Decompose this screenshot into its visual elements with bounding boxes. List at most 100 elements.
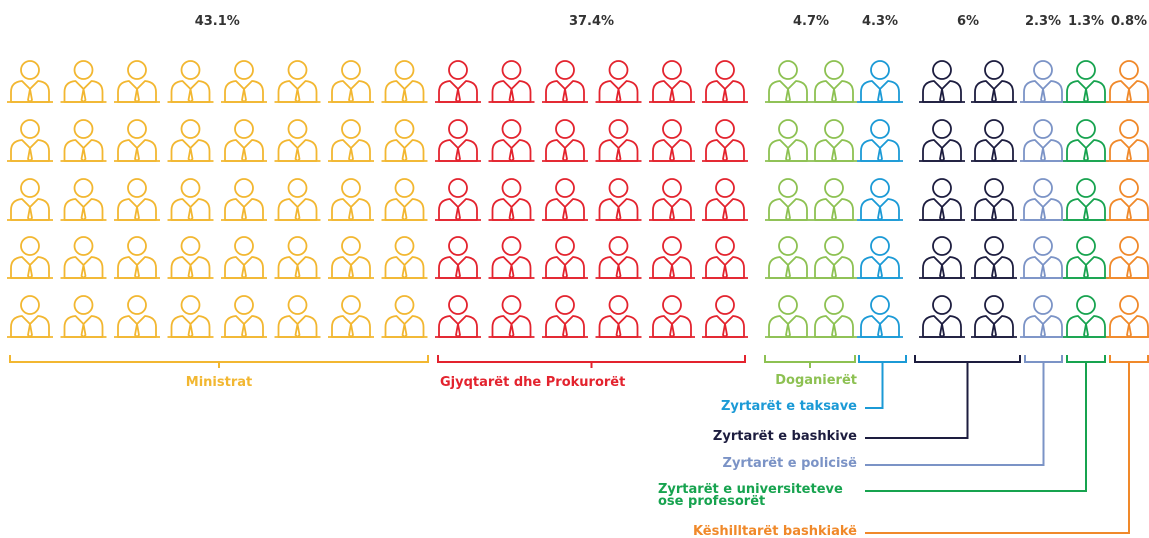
icon-tie	[669, 88, 675, 103]
icon-tie	[27, 206, 33, 221]
icon-body	[1066, 198, 1106, 221]
icon	[1020, 178, 1066, 221]
icon-head	[870, 119, 890, 139]
icon-head	[1033, 60, 1053, 80]
category-label: Zyrtarët e universiteteve ose profesorët	[658, 482, 843, 509]
icon-head	[394, 60, 415, 80]
icon-body	[768, 256, 808, 279]
icon-tie	[785, 88, 791, 103]
icon	[1063, 119, 1109, 162]
icon-head	[1119, 119, 1139, 139]
bracket	[9, 355, 429, 368]
icon	[488, 119, 535, 162]
icon-head	[778, 119, 798, 139]
icon-body	[974, 198, 1014, 221]
icon-tie	[939, 264, 945, 279]
icon-body	[598, 139, 639, 162]
icon-body	[117, 256, 157, 279]
icon-tie	[134, 147, 140, 162]
icon-head	[73, 60, 94, 80]
icon	[221, 60, 267, 103]
icon-head	[870, 178, 890, 198]
icon-head	[448, 178, 468, 198]
icon-head	[234, 60, 254, 80]
icon-body	[1109, 80, 1149, 103]
icon-head	[662, 60, 682, 80]
icon	[649, 119, 695, 162]
icon-body	[814, 139, 854, 162]
icon	[919, 295, 965, 338]
icon-body	[1066, 315, 1106, 338]
icon-body	[922, 80, 962, 103]
icon-body	[1023, 256, 1063, 279]
icon-tie	[785, 264, 791, 279]
icon-body	[860, 80, 900, 103]
icon-head	[932, 178, 952, 198]
icon	[702, 295, 748, 338]
icon-body	[814, 198, 854, 221]
icon-body	[860, 198, 900, 221]
icon-tie	[134, 323, 140, 338]
icon	[381, 236, 428, 279]
icon	[1063, 295, 1109, 338]
icon-body	[63, 256, 104, 279]
icon-tie	[785, 206, 791, 221]
icon-body	[384, 315, 425, 338]
icon-body	[10, 80, 50, 103]
icon-tie	[785, 323, 791, 338]
icon	[114, 236, 160, 279]
icon-head	[180, 295, 201, 315]
icon-head	[1076, 178, 1096, 198]
icon-tie	[1040, 88, 1046, 103]
icon-head	[501, 295, 522, 315]
icon-head	[180, 60, 201, 80]
icon-tie	[1040, 147, 1046, 162]
icon	[811, 236, 857, 279]
icon	[435, 60, 481, 103]
icon-head	[501, 236, 522, 256]
icon-tie	[939, 206, 945, 221]
icon-tie	[615, 264, 622, 279]
icon-tie	[294, 323, 301, 338]
category-label: Zyrtarët e taksave	[720, 399, 857, 414]
icon-head	[73, 119, 94, 139]
icon-tie	[348, 264, 354, 279]
icon-head	[824, 60, 844, 80]
icon-body	[438, 256, 478, 279]
icon-head	[662, 295, 682, 315]
icon-head	[824, 295, 844, 315]
icon-body	[768, 80, 808, 103]
icon-body	[277, 315, 318, 338]
icon	[167, 60, 214, 103]
icon-tie	[877, 88, 883, 103]
icon	[221, 119, 267, 162]
icon-body	[384, 80, 425, 103]
icon-body	[860, 256, 900, 279]
icon	[60, 60, 107, 103]
icon-tie	[348, 88, 354, 103]
icon-tie	[455, 264, 461, 279]
icon-tie	[562, 264, 568, 279]
icon-head	[1033, 178, 1053, 198]
icon-tie	[615, 147, 622, 162]
icon-head	[608, 178, 629, 198]
icon-head	[73, 295, 94, 315]
icon-body	[1109, 139, 1149, 162]
icon	[919, 119, 965, 162]
icon-tie	[669, 147, 675, 162]
icon-head	[824, 119, 844, 139]
icon-head	[341, 119, 361, 139]
icon-tie	[722, 206, 728, 221]
icon-tie	[831, 264, 837, 279]
icon-body	[170, 80, 211, 103]
icon-body	[814, 256, 854, 279]
icon	[765, 60, 811, 103]
icon-body	[438, 139, 478, 162]
icon	[274, 60, 321, 103]
icon-tie	[294, 88, 301, 103]
icon	[488, 295, 535, 338]
icon-body	[170, 139, 211, 162]
icon	[649, 295, 695, 338]
icon-head	[234, 236, 254, 256]
icon-head	[287, 295, 308, 315]
